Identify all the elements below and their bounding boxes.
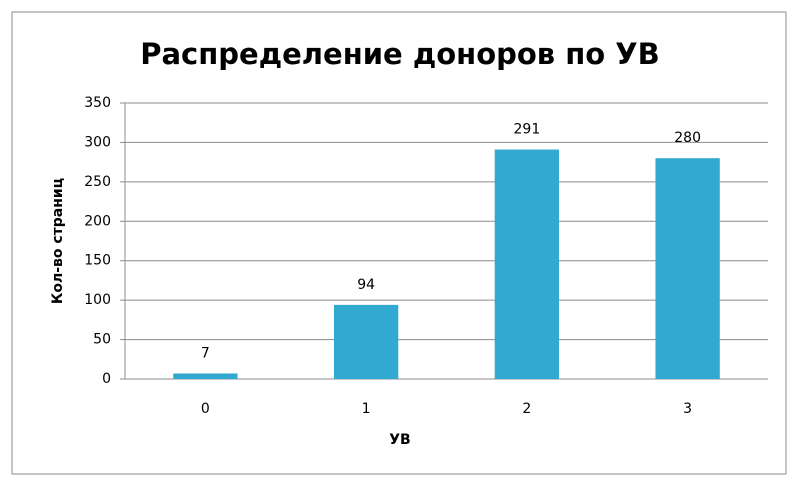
bar <box>494 149 560 379</box>
y-axis-title: Кол-во страниц <box>50 178 66 304</box>
y-tick-label: 250 <box>84 174 111 190</box>
y-tick-label: 0 <box>102 371 111 387</box>
y-tick-label: 150 <box>84 253 111 269</box>
x-tick-label: 1 <box>362 401 371 417</box>
x-axis-title: УВ <box>389 432 410 448</box>
x-tick-label: 0 <box>201 401 210 417</box>
bar <box>173 373 238 379</box>
y-tick-label: 200 <box>84 213 111 229</box>
y-tick-label: 50 <box>93 332 111 348</box>
chart-title: Распределение доноров по УВ <box>140 37 660 71</box>
data-label: 291 <box>514 122 541 138</box>
data-label: 280 <box>674 130 701 146</box>
y-tick-label: 350 <box>84 95 111 111</box>
x-tick-label: 3 <box>683 401 692 417</box>
x-tick-label: 2 <box>522 401 531 417</box>
y-tick-label: 100 <box>84 292 111 308</box>
bar <box>333 304 399 379</box>
y-tick-label: 300 <box>84 134 111 150</box>
data-label: 94 <box>357 277 375 293</box>
data-label: 7 <box>201 345 210 361</box>
bar <box>655 158 720 379</box>
